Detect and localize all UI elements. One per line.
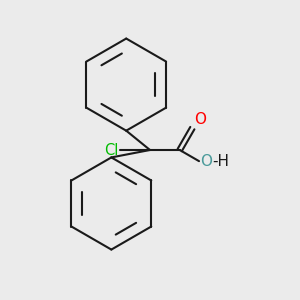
- Text: O: O: [194, 112, 206, 127]
- Text: Cl: Cl: [104, 142, 119, 158]
- Text: O: O: [200, 154, 212, 169]
- Text: -H: -H: [212, 154, 230, 169]
